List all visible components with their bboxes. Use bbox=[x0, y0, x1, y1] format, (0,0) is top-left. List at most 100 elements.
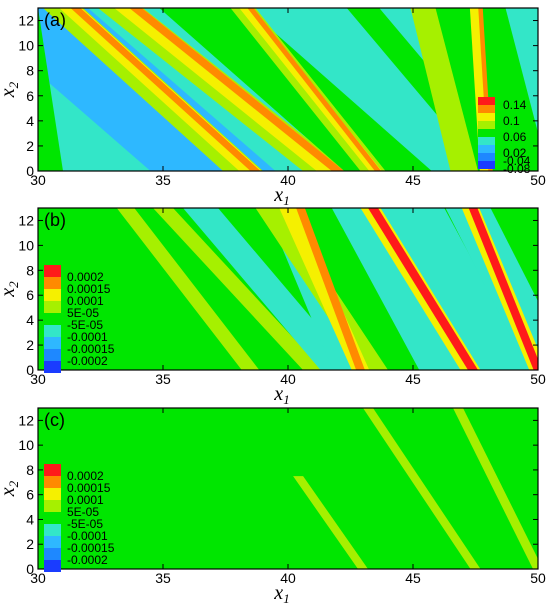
legend-swatch bbox=[478, 121, 495, 129]
y-axis-label: x2 bbox=[0, 480, 21, 497]
y-axis-label-subscript: 2 bbox=[6, 81, 21, 88]
x-axis-label-subscript: 1 bbox=[283, 392, 290, 407]
legend-label: 5E-05 bbox=[67, 306, 99, 320]
y-tick-label: 10 bbox=[18, 38, 34, 54]
y-tick-label: 8 bbox=[26, 262, 34, 278]
y-tick-label: 4 bbox=[26, 511, 34, 527]
y-tick-label: 4 bbox=[26, 113, 34, 129]
legend-swatch bbox=[478, 129, 495, 137]
contour-band-2 bbox=[153, 208, 323, 370]
legend-swatch bbox=[44, 337, 61, 349]
chart-panel-2: 3035404550024681012x1x2(b)0.00020.000150… bbox=[0, 207, 546, 407]
legend-swatch bbox=[44, 313, 61, 325]
x-tick-label: 50 bbox=[530, 371, 546, 387]
legend-label: -0.04 bbox=[503, 154, 531, 168]
legend-label: -0.00015 bbox=[67, 342, 115, 356]
contour-band-1 bbox=[116, 208, 260, 370]
x-axis-label-subscript: 1 bbox=[283, 591, 290, 605]
x-tick-label: 50 bbox=[530, 570, 546, 586]
legend-label: 0.0001 bbox=[67, 294, 104, 308]
x-tick-label: 35 bbox=[155, 371, 171, 387]
x-tick-label: 50 bbox=[530, 172, 546, 188]
legend-label: 0.14 bbox=[503, 98, 527, 112]
x-tick-label: 40 bbox=[280, 371, 296, 387]
x-tick-label: 45 bbox=[405, 172, 421, 188]
contour-band-3 bbox=[453, 408, 538, 569]
legend-label: 0.0002 bbox=[67, 469, 104, 483]
x-axis-label-subscript: 1 bbox=[283, 193, 290, 208]
plot-area bbox=[38, 8, 538, 171]
y-tick-label: 10 bbox=[18, 237, 34, 253]
x-tick-label: 30 bbox=[30, 172, 46, 188]
contour-band-7 bbox=[129, 8, 345, 171]
contour-band-17 bbox=[38, 8, 63, 171]
contour-band-8 bbox=[331, 208, 532, 370]
color-legend: 0.00020.000150.00015E-05-5E-05-0.0001-0.… bbox=[44, 464, 115, 572]
y-tick-label: 0 bbox=[26, 561, 34, 577]
contour-band-13 bbox=[468, 208, 538, 370]
legend-label: 0.00015 bbox=[67, 481, 111, 495]
legend-swatch bbox=[44, 289, 61, 301]
legend-swatch bbox=[478, 153, 495, 161]
y-tick-label: 6 bbox=[26, 88, 34, 104]
legend-label: 5E-05 bbox=[67, 505, 99, 519]
legend-label: 0.0002 bbox=[67, 270, 104, 284]
y-tick-label: 2 bbox=[26, 337, 34, 353]
plot-area bbox=[38, 408, 538, 569]
legend-label: 0.00015 bbox=[67, 282, 111, 296]
x-tick-label: 40 bbox=[280, 570, 296, 586]
legend-label: -0.00015 bbox=[67, 541, 115, 555]
legend-label: -0.0001 bbox=[67, 330, 108, 344]
chart-panel-3: 3035404550024681012x1x2(c)0.00020.000150… bbox=[0, 407, 546, 605]
legend-swatch bbox=[478, 105, 495, 113]
contour-band-10 bbox=[368, 208, 478, 370]
x-tick-label: 45 bbox=[405, 371, 421, 387]
y-tick-label: 10 bbox=[18, 437, 34, 453]
legend-swatch bbox=[478, 137, 495, 145]
legend-swatch bbox=[44, 325, 61, 337]
y-tick-label: 4 bbox=[26, 312, 34, 328]
legend-swatch bbox=[44, 349, 61, 361]
panel-label: (c) bbox=[44, 410, 65, 430]
legend-label: -0.08 bbox=[503, 162, 531, 176]
y-tick-label: 12 bbox=[18, 212, 34, 228]
legend-swatch bbox=[44, 277, 61, 289]
legend-swatch bbox=[44, 512, 61, 524]
legend-label: 0.06 bbox=[503, 130, 527, 144]
contour-band-2 bbox=[363, 408, 481, 569]
legend-swatch bbox=[44, 265, 61, 277]
legend-swatch bbox=[44, 476, 61, 488]
panel-label: (b) bbox=[44, 210, 66, 230]
legend-swatch bbox=[44, 301, 61, 313]
legend-swatch bbox=[478, 161, 495, 169]
legend-swatch bbox=[44, 361, 61, 373]
y-tick-label: 6 bbox=[26, 487, 34, 503]
panel-label: (a) bbox=[44, 10, 66, 30]
legend-swatch bbox=[44, 524, 61, 536]
legend-label: 0.0001 bbox=[67, 493, 104, 507]
contour-band-11 bbox=[247, 8, 382, 171]
color-legend: 0.00020.000150.00015E-05-5E-05-0.0001-0.… bbox=[44, 265, 115, 373]
y-tick-label: 0 bbox=[26, 163, 34, 179]
y-tick-label: 6 bbox=[26, 287, 34, 303]
x-tick-label: 30 bbox=[30, 371, 46, 387]
legend-label: -0.0002 bbox=[67, 553, 108, 567]
legend-label: 0.1 bbox=[503, 114, 520, 128]
legend-swatch bbox=[478, 145, 495, 153]
y-axis-label-subscript: 2 bbox=[6, 281, 21, 288]
y-tick-label: 2 bbox=[26, 138, 34, 154]
legend-swatch bbox=[44, 548, 61, 560]
legend-swatch bbox=[44, 488, 61, 500]
x-tick-label: 30 bbox=[30, 570, 46, 586]
legend-label: -5E-05 bbox=[67, 517, 103, 531]
y-tick-label: 12 bbox=[18, 13, 34, 29]
y-axis-label: x2 bbox=[0, 81, 21, 98]
y-tick-label: 8 bbox=[26, 63, 34, 79]
legend-swatch bbox=[44, 560, 61, 572]
x-tick-label: 45 bbox=[405, 570, 421, 586]
legend-swatch bbox=[478, 113, 495, 121]
contour-band-7 bbox=[296, 208, 365, 370]
y-axis-label-subscript: 2 bbox=[6, 480, 21, 487]
plot-area bbox=[38, 208, 538, 370]
